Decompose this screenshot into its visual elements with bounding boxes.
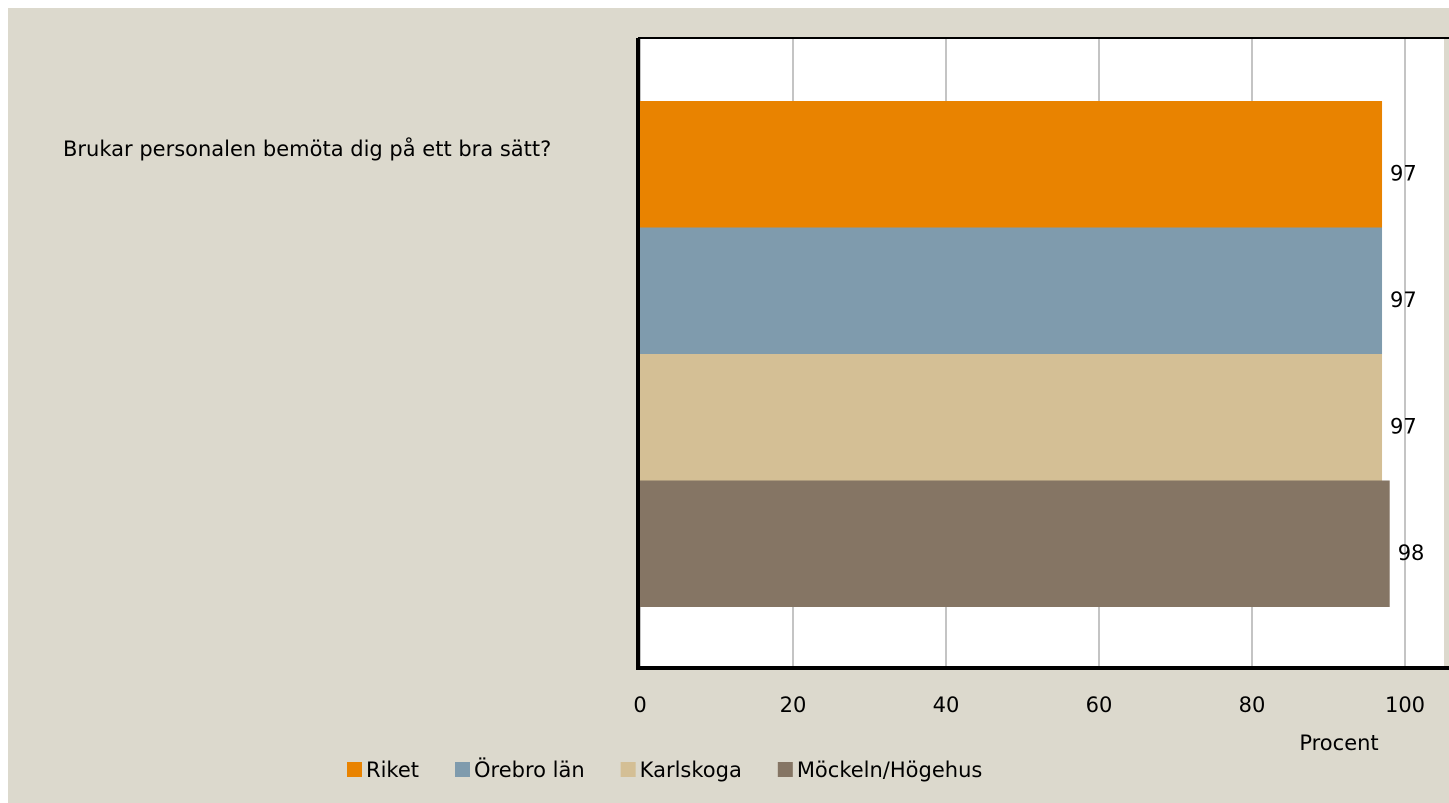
legend-swatch — [777, 762, 793, 777]
x-axis-title: Procent — [1299, 731, 1378, 755]
value-label: 97 — [1390, 161, 1417, 185]
legend-swatch — [620, 762, 636, 777]
value-label: 98 — [1398, 541, 1425, 565]
x-tick-label: 80 — [1239, 693, 1266, 717]
bar — [640, 101, 1383, 228]
bar — [640, 354, 1383, 481]
legend-swatch — [347, 762, 362, 777]
category-label: Brukar personalen bemöta dig på ett bra … — [63, 137, 552, 161]
x-tick-label: 0 — [633, 693, 646, 717]
bar — [640, 227, 1383, 354]
value-label: 97 — [1390, 288, 1417, 312]
x-tick-label: 40 — [933, 693, 960, 717]
legend-label: Karlskoga — [640, 758, 742, 782]
legend-label: Riket — [366, 758, 419, 782]
x-tick-label: 60 — [1086, 693, 1113, 717]
value-label: 97 — [1390, 414, 1417, 438]
x-tick-label: 20 — [780, 693, 807, 717]
legend-label: Möckeln/Högehus — [797, 758, 983, 782]
legend-label: Örebro län — [474, 757, 585, 782]
x-tick-label: 100 — [1385, 693, 1425, 717]
legend-swatch — [455, 762, 470, 777]
bar — [640, 480, 1390, 607]
